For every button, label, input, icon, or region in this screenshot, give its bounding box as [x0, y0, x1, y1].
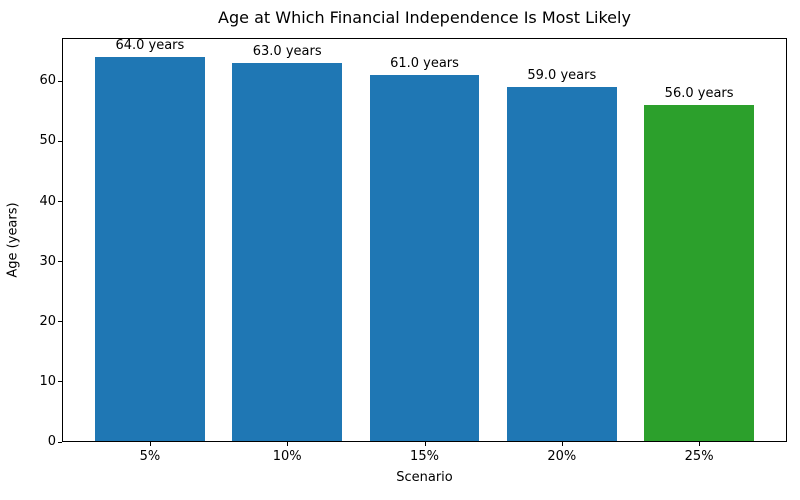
x-tick-label: 10%: [272, 449, 302, 464]
y-tick: [58, 441, 62, 443]
x-tick-label: 5%: [139, 449, 161, 464]
y-tick: [58, 381, 62, 383]
bar-value-label: 63.0 years: [252, 44, 322, 60]
y-tick-label: 30: [39, 253, 56, 269]
bar-15%: [369, 75, 480, 442]
bar-value-label: 64.0 years: [115, 38, 185, 54]
x-axis-label: Scenario: [396, 470, 453, 485]
x-tick: [699, 442, 701, 446]
y-tick-label: 20: [39, 313, 56, 329]
y-tick: [58, 261, 62, 263]
y-tick-label: 40: [39, 193, 56, 209]
y-tick: [58, 80, 62, 82]
y-tick-label: 0: [47, 434, 56, 449]
y-tick: [58, 140, 62, 142]
y-tick-label: 60: [39, 73, 56, 89]
bar-10%: [232, 63, 343, 442]
y-tick: [58, 321, 62, 323]
bar-25%: [644, 105, 755, 442]
x-tick-label: 25%: [684, 449, 714, 464]
bar-value-label: 59.0 years: [527, 68, 597, 84]
y-axis-label: Age (years): [5, 202, 21, 278]
bar-20%: [506, 87, 617, 442]
chart-title: Age at Which Financial Independence Is M…: [218, 8, 631, 27]
x-tick-label: 15%: [410, 449, 439, 464]
bar-value-label: 56.0 years: [664, 86, 734, 102]
x-tick: [561, 442, 563, 446]
y-tick: [58, 201, 62, 203]
bar-value-label: 61.0 years: [390, 56, 459, 72]
x-tick: [424, 442, 426, 446]
y-tick-label: 50: [39, 133, 56, 149]
plot-area: 64.0 years 5% 63.0 years 10% 61.0 years 15% 59…: [39, 38, 787, 464]
bar-5%: [94, 57, 205, 442]
x-tick: [287, 442, 289, 446]
x-tick-label: 20%: [547, 449, 577, 464]
x-tick: [149, 442, 151, 446]
y-tick-label: 10: [39, 373, 56, 389]
